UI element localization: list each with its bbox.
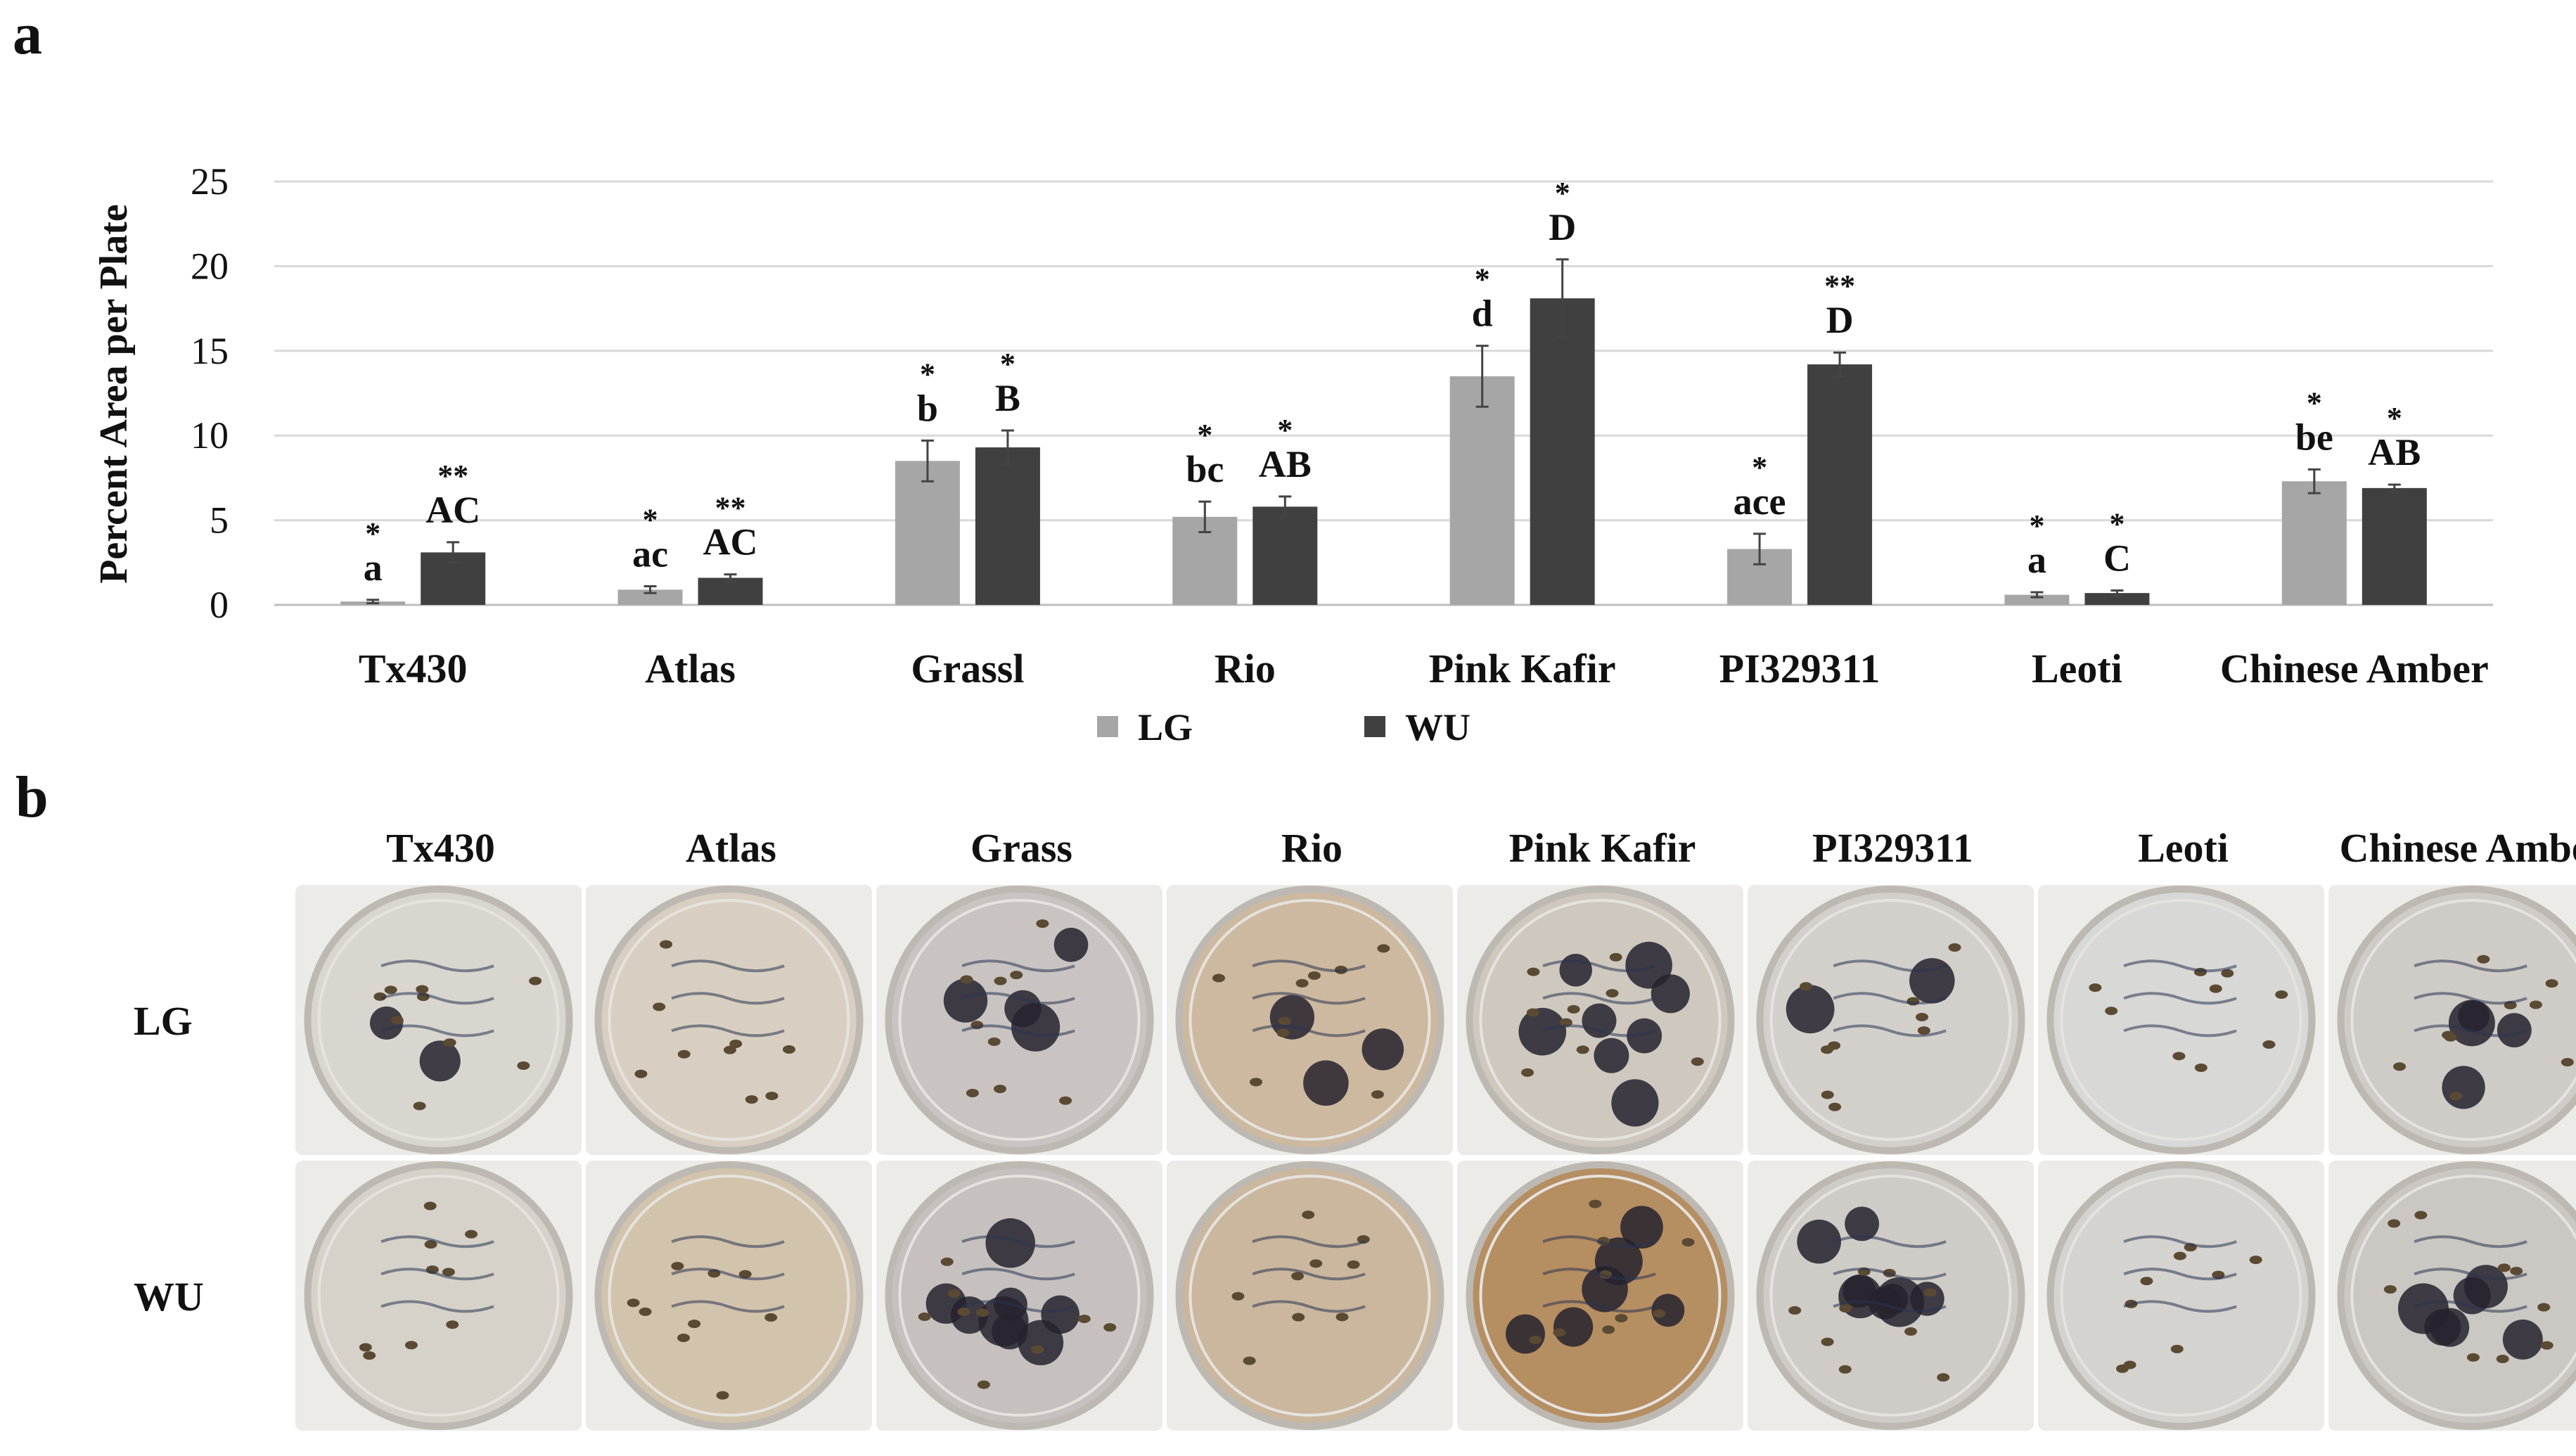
x-category-label: Tx430 bbox=[359, 646, 468, 691]
significance-star: * bbox=[2109, 507, 2125, 542]
bar-wu bbox=[1252, 506, 1318, 605]
significance-star: * bbox=[2307, 385, 2322, 420]
x-category-label: Grassl bbox=[911, 646, 1024, 691]
significance-star: * bbox=[2029, 509, 2044, 543]
plate-photo bbox=[295, 885, 582, 1155]
x-category-label: Pink Kafir bbox=[1429, 646, 1616, 691]
significance-star: * bbox=[1555, 176, 1570, 210]
legend-label-wu: WU bbox=[1405, 706, 1470, 748]
significance-letter: bc bbox=[1186, 448, 1224, 490]
significance-star: ** bbox=[1824, 269, 1855, 303]
plate-column-label: Grass bbox=[970, 825, 1072, 871]
significance-star: * bbox=[1277, 413, 1293, 447]
plate-column-label: Pink Kafir bbox=[1508, 825, 1696, 871]
x-category-label: PI329311 bbox=[1719, 646, 1880, 691]
x-category-label: Rio bbox=[1215, 646, 1276, 691]
significance-letter: B bbox=[995, 377, 1020, 419]
significance-letter: AB bbox=[2368, 431, 2421, 473]
plate-column-label: PI329311 bbox=[1812, 825, 1973, 871]
significance-letter: C bbox=[2103, 537, 2131, 580]
significance-letter: AC bbox=[425, 489, 480, 531]
x-category-label: Atlas bbox=[645, 646, 736, 691]
plate-photo bbox=[1748, 1161, 2034, 1431]
plate-photo bbox=[586, 885, 872, 1155]
y-tick-label: 5 bbox=[210, 499, 229, 542]
significance-letter: b bbox=[917, 387, 938, 429]
legend-swatch-wu bbox=[1364, 716, 1385, 737]
significance-star: * bbox=[643, 503, 658, 537]
significance-star: ** bbox=[437, 459, 468, 493]
significance-star: * bbox=[365, 516, 380, 551]
bar-wu bbox=[1530, 298, 1595, 605]
plate-photo bbox=[295, 1161, 582, 1431]
bar-wu bbox=[975, 447, 1040, 605]
bar-lg bbox=[1449, 376, 1515, 605]
significance-letter: be bbox=[2295, 416, 2333, 458]
plate-column-label: Chinese Amber bbox=[2339, 825, 2576, 871]
plate-photo bbox=[1457, 885, 1743, 1155]
y-tick-label: 0 bbox=[210, 584, 229, 626]
plate-photo bbox=[2328, 1161, 2576, 1431]
significance-star: * bbox=[1000, 347, 1015, 381]
y-tick-label: 20 bbox=[191, 245, 229, 287]
legend-swatch-lg bbox=[1097, 716, 1118, 737]
plate-column-label: Tx430 bbox=[386, 825, 495, 871]
bar-lg bbox=[895, 461, 960, 605]
significance-letter: AB bbox=[1259, 443, 1312, 485]
x-category-label: Chinese Amber bbox=[2220, 646, 2489, 691]
significance-star: * bbox=[2387, 401, 2402, 435]
plate-photo bbox=[876, 1161, 1162, 1431]
bar-wu bbox=[2084, 593, 2150, 605]
significance-letter: a bbox=[2027, 539, 2046, 581]
y-tick-label: 25 bbox=[191, 160, 229, 203]
significance-letter: ac bbox=[632, 533, 668, 575]
bar-lg bbox=[617, 589, 683, 605]
plate-photo bbox=[1457, 1161, 1743, 1431]
x-category-label: Leoti bbox=[2032, 646, 2122, 691]
y-tick-label: 15 bbox=[191, 330, 229, 372]
significance-star: * bbox=[1475, 262, 1490, 297]
bar-lg bbox=[2004, 594, 2070, 605]
significance-star: ** bbox=[715, 491, 746, 525]
significance-star: * bbox=[1197, 418, 1212, 452]
significance-letter: ace bbox=[1734, 480, 1786, 523]
y-tick-label: 10 bbox=[191, 414, 229, 456]
plate-photo bbox=[2328, 885, 2576, 1155]
bar-wu bbox=[698, 577, 763, 605]
significance-letter: a bbox=[364, 547, 383, 589]
plate-column-label: Rio bbox=[1281, 825, 1343, 871]
panel-a-letter: a bbox=[13, 1, 42, 67]
plate-column-label: Leoti bbox=[2138, 825, 2229, 871]
panel-b-letter: b bbox=[15, 765, 49, 830]
plate-photo bbox=[2038, 1161, 2324, 1431]
plate-photo bbox=[1167, 1161, 1453, 1431]
significance-letter: d bbox=[1472, 293, 1493, 335]
significance-letter: D bbox=[1826, 299, 1854, 341]
plate-photo bbox=[1748, 885, 2034, 1155]
significance-letter: AC bbox=[703, 521, 758, 563]
significance-star: * bbox=[920, 357, 935, 391]
significance-star: * bbox=[1752, 450, 1767, 485]
bar-wu bbox=[2362, 487, 2427, 605]
bar-wu bbox=[1807, 364, 1873, 605]
y-axis-label: Percent Area per Plate bbox=[92, 204, 136, 584]
plate-column-label: Atlas bbox=[686, 825, 776, 871]
bar-lg bbox=[2281, 481, 2347, 605]
plate-photo bbox=[586, 1161, 872, 1431]
plate-photo bbox=[876, 885, 1162, 1155]
plate-photo bbox=[2038, 885, 2324, 1155]
plate-row-label: LG bbox=[134, 998, 193, 1044]
legend-label-lg: LG bbox=[1138, 706, 1193, 748]
plate-photo bbox=[1167, 885, 1453, 1155]
plate-row-label: WU bbox=[134, 1274, 204, 1320]
significance-letter: D bbox=[1549, 206, 1576, 248]
